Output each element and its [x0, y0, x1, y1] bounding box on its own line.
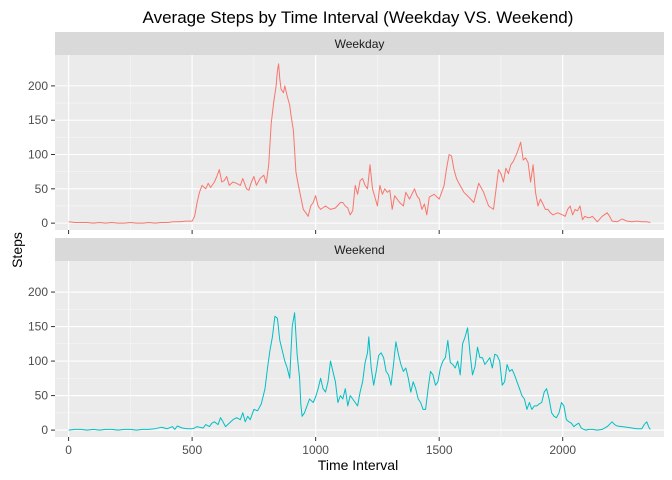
y-tick-label: 150 [28, 113, 48, 127]
x-tick-label: 500 [182, 443, 202, 457]
y-tick-label: 150 [28, 320, 48, 334]
y-tick-label: 100 [28, 148, 48, 162]
panel-background [55, 55, 664, 230]
panel-background [55, 261, 664, 437]
y-axis-title: Steps [9, 232, 25, 268]
y-tick-label: 100 [28, 354, 48, 368]
y-tick-label: 50 [35, 389, 49, 403]
facet-strip-label: Weekend [334, 243, 384, 257]
series-line-weekend [68, 312, 651, 431]
panel-weekday: Weekday 0 50 100 150 200 [28, 32, 664, 234]
x-tick-label: 1500 [426, 443, 453, 457]
y-tick-label: 0 [41, 216, 48, 230]
x-tick-label: 2000 [549, 443, 576, 457]
chart-title: Average Steps by Time Interval (Weekday … [143, 8, 574, 27]
x-axis-title: Time Interval [318, 457, 398, 473]
y-tick-label: 0 [41, 423, 48, 437]
y-tick-label: 50 [35, 182, 49, 196]
facet-strip [55, 32, 664, 55]
x-tick-label: 0 [65, 443, 72, 457]
y-tick-label: 200 [28, 285, 48, 299]
facet-strip [55, 238, 664, 261]
y-tick-label: 200 [28, 79, 48, 93]
x-tick-label: 1000 [302, 443, 329, 457]
facet-strip-label: Weekday [335, 37, 385, 51]
series-line-weekday [68, 63, 651, 224]
